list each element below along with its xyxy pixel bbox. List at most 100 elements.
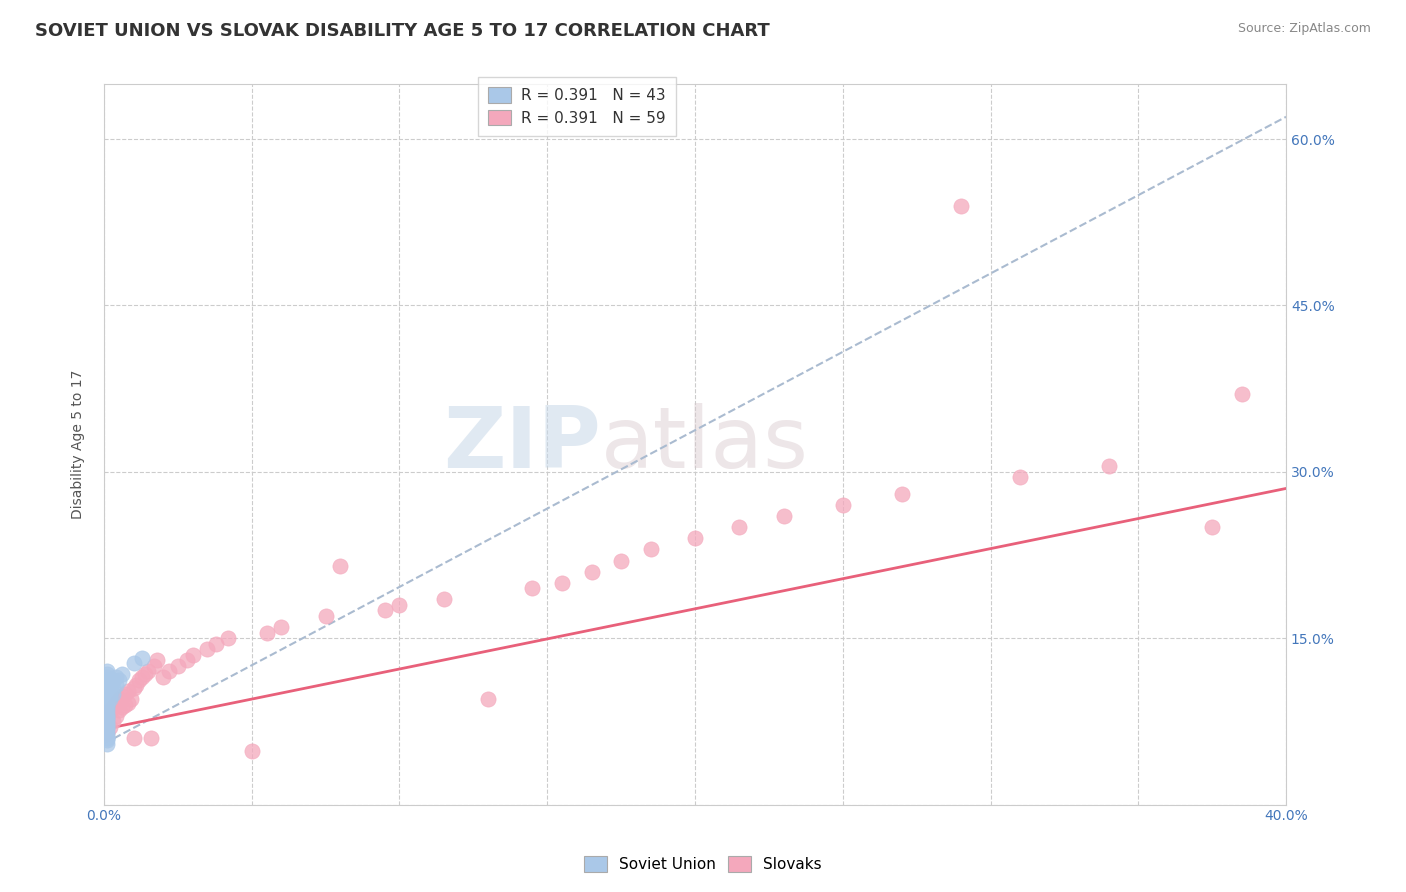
Point <box>96 698 118 712</box>
Point <box>96 725 118 739</box>
Point <box>107 673 129 688</box>
Point <box>205 637 228 651</box>
Point <box>104 709 127 723</box>
Point <box>114 687 136 701</box>
Point <box>181 648 204 662</box>
Point <box>256 625 278 640</box>
Point <box>329 559 352 574</box>
Point <box>610 553 633 567</box>
Point <box>96 670 118 684</box>
Point <box>683 532 706 546</box>
Point <box>141 731 163 745</box>
Point <box>98 681 121 695</box>
Point <box>117 684 139 698</box>
Point <box>551 575 574 590</box>
Point <box>98 720 121 734</box>
Point <box>96 681 118 695</box>
Point <box>131 670 153 684</box>
Point <box>197 642 219 657</box>
Point <box>96 731 118 745</box>
Y-axis label: Disability Age 5 to 17: Disability Age 5 to 17 <box>72 369 86 519</box>
Point <box>96 675 118 690</box>
Point <box>111 700 134 714</box>
Point <box>96 737 118 751</box>
Text: atlas: atlas <box>600 402 808 485</box>
Point <box>1201 520 1223 534</box>
Point <box>122 656 145 670</box>
Point <box>167 659 190 673</box>
Point <box>640 542 662 557</box>
Point <box>240 744 263 758</box>
Point <box>96 690 118 704</box>
Point <box>98 689 121 703</box>
Text: ZIP: ZIP <box>443 402 600 485</box>
Point <box>728 520 751 534</box>
Point <box>157 665 180 679</box>
Point <box>217 631 239 645</box>
Point <box>104 696 127 710</box>
Point <box>96 729 118 743</box>
Point <box>101 687 124 701</box>
Point <box>111 666 134 681</box>
Point <box>128 673 150 688</box>
Point <box>1230 387 1253 401</box>
Point <box>101 673 124 688</box>
Point <box>117 696 139 710</box>
Point <box>96 665 118 679</box>
Point <box>831 498 853 512</box>
Point <box>96 717 118 731</box>
Point <box>134 666 156 681</box>
Point <box>122 731 145 745</box>
Point <box>96 733 118 747</box>
Legend: R = 0.391   N = 43, R = 0.391   N = 59: R = 0.391 N = 43, R = 0.391 N = 59 <box>478 77 676 136</box>
Point <box>96 696 118 710</box>
Point <box>114 698 136 712</box>
Point <box>433 592 456 607</box>
Point <box>146 653 169 667</box>
Point <box>98 675 121 690</box>
Point <box>152 670 174 684</box>
Point <box>143 659 166 673</box>
Text: SOVIET UNION VS SLOVAK DISABILITY AGE 5 TO 17 CORRELATION CHART: SOVIET UNION VS SLOVAK DISABILITY AGE 5 … <box>35 22 770 40</box>
Point <box>96 725 118 739</box>
Point <box>96 715 118 730</box>
Point <box>125 678 148 692</box>
Point <box>96 687 118 701</box>
Point <box>96 720 118 734</box>
Point <box>96 709 118 723</box>
Point <box>122 681 145 695</box>
Point <box>101 714 124 729</box>
Point <box>270 620 292 634</box>
Legend: Soviet Union, Slovaks: Soviet Union, Slovaks <box>576 848 830 880</box>
Point <box>96 703 118 717</box>
Point <box>96 706 118 721</box>
Point <box>96 709 118 723</box>
Point <box>98 692 121 706</box>
Point <box>107 703 129 717</box>
Point <box>890 487 912 501</box>
Point <box>107 692 129 706</box>
Point <box>96 714 118 728</box>
Point <box>136 665 159 679</box>
Point <box>104 670 127 684</box>
Point <box>96 673 118 688</box>
Point <box>374 603 396 617</box>
Point <box>101 681 124 695</box>
Point <box>581 565 603 579</box>
Point <box>96 722 118 736</box>
Point <box>949 198 972 212</box>
Point <box>96 700 118 714</box>
Point <box>96 684 118 698</box>
Point <box>772 509 794 524</box>
Point <box>522 582 544 596</box>
Point <box>98 703 121 717</box>
Point <box>96 692 118 706</box>
Point <box>96 666 118 681</box>
Point <box>120 692 142 706</box>
Point <box>388 598 411 612</box>
Text: Source: ZipAtlas.com: Source: ZipAtlas.com <box>1237 22 1371 36</box>
Point <box>1010 470 1032 484</box>
Point <box>111 689 134 703</box>
Point <box>98 687 121 701</box>
Point <box>101 700 124 714</box>
